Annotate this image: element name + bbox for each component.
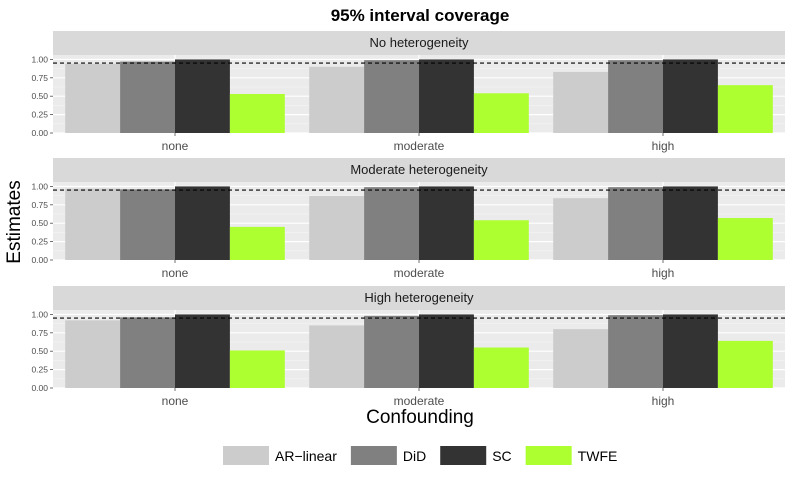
legend-label: DiD bbox=[403, 448, 426, 464]
y-tick-label: 1.00 bbox=[31, 309, 48, 319]
bar bbox=[175, 186, 230, 260]
facet-strip bbox=[53, 31, 785, 55]
legend-label: SC bbox=[492, 448, 511, 464]
y-tick-label: 0.50 bbox=[31, 91, 48, 101]
bar bbox=[120, 61, 175, 133]
x-tick-label: high bbox=[652, 139, 675, 153]
x-tick-label: none bbox=[162, 139, 189, 153]
y-tick-label: 0.50 bbox=[31, 218, 48, 228]
bar bbox=[65, 320, 121, 388]
bar bbox=[717, 340, 773, 388]
facet-panel: Moderate heterogeneity 0.00 0.25 0.50 0.75 1.… bbox=[31, 158, 785, 280]
legend-key bbox=[223, 446, 269, 465]
facet-panel: No heterogeneity 0.00 0.25 0.50 0.75 1.00 none… bbox=[31, 31, 785, 153]
y-tick-label: 0.75 bbox=[31, 200, 48, 210]
x-tick-label: none bbox=[162, 266, 189, 280]
bar bbox=[364, 187, 419, 260]
facet-label: No heterogeneity bbox=[369, 35, 469, 50]
panels: No heterogeneity 0.00 0.25 0.50 0.75 1.00 none… bbox=[31, 31, 785, 408]
bar bbox=[229, 226, 285, 260]
x-tick-label: none bbox=[162, 394, 189, 408]
bar bbox=[364, 60, 419, 134]
legend-key bbox=[440, 446, 487, 465]
x-tick-label: moderate bbox=[394, 266, 445, 280]
bar bbox=[120, 189, 175, 260]
y-axis-label: Estimates bbox=[4, 180, 25, 263]
bar bbox=[309, 195, 365, 260]
bar bbox=[309, 325, 365, 388]
bar bbox=[229, 94, 285, 133]
x-axis-label: Confounding bbox=[366, 407, 474, 428]
x-tick-label: moderate bbox=[394, 139, 445, 153]
bar bbox=[553, 71, 609, 133]
facet-strip bbox=[53, 158, 785, 182]
legend-item: SC bbox=[440, 446, 512, 465]
bar bbox=[473, 347, 529, 388]
x-tick-label: high bbox=[652, 394, 675, 408]
bar bbox=[717, 218, 773, 260]
bar bbox=[65, 188, 121, 260]
bar bbox=[419, 186, 474, 260]
bar bbox=[663, 186, 718, 260]
bar bbox=[608, 315, 663, 388]
bar bbox=[419, 314, 474, 388]
legend: AR−linear DiD SC TWFE bbox=[223, 446, 617, 465]
legend-item: TWFE bbox=[525, 446, 618, 465]
bar bbox=[473, 220, 529, 260]
facet-label: Moderate heterogeneity bbox=[350, 162, 488, 177]
x-tick-label: high bbox=[652, 266, 675, 280]
legend-label: AR−linear bbox=[275, 448, 337, 464]
legend-key bbox=[525, 446, 572, 465]
bar bbox=[553, 198, 609, 260]
facet-strip bbox=[53, 286, 785, 310]
bar bbox=[717, 85, 773, 133]
bar bbox=[608, 187, 663, 260]
bar bbox=[175, 314, 230, 388]
facet-label: High heterogeneity bbox=[364, 290, 474, 305]
bar bbox=[473, 93, 529, 133]
bar bbox=[229, 350, 285, 388]
legend-item: AR−linear bbox=[223, 446, 337, 465]
facet-panel: High heterogeneity 0.00 0.25 0.50 0.75 1.00 no… bbox=[31, 286, 785, 408]
legend-label: TWFE bbox=[578, 448, 618, 464]
bar bbox=[364, 315, 419, 388]
bar bbox=[553, 329, 609, 388]
y-tick-label: 0.25 bbox=[31, 237, 48, 247]
y-tick-label: 0.00 bbox=[31, 255, 48, 265]
y-tick-label: 0.75 bbox=[31, 328, 48, 338]
bar bbox=[608, 60, 663, 134]
legend-item: DiD bbox=[350, 446, 426, 465]
bar bbox=[65, 63, 121, 134]
y-tick-label: 1.00 bbox=[31, 54, 48, 64]
x-tick-label: moderate bbox=[394, 394, 445, 408]
y-tick-label: 1.00 bbox=[31, 181, 48, 191]
y-tick-label: 0.50 bbox=[31, 346, 48, 356]
bar bbox=[419, 59, 474, 133]
bar bbox=[663, 59, 718, 133]
bar bbox=[309, 66, 365, 133]
y-tick-label: 0.75 bbox=[31, 73, 48, 83]
bar bbox=[120, 317, 175, 388]
bar bbox=[663, 314, 718, 388]
chart-title: 95% interval coverage bbox=[331, 6, 510, 25]
bar bbox=[175, 59, 230, 133]
y-tick-label: 0.25 bbox=[31, 110, 48, 120]
y-tick-label: 0.25 bbox=[31, 365, 48, 375]
y-tick-label: 0.00 bbox=[31, 128, 48, 138]
y-tick-label: 0.00 bbox=[31, 383, 48, 393]
legend-key bbox=[350, 446, 397, 465]
